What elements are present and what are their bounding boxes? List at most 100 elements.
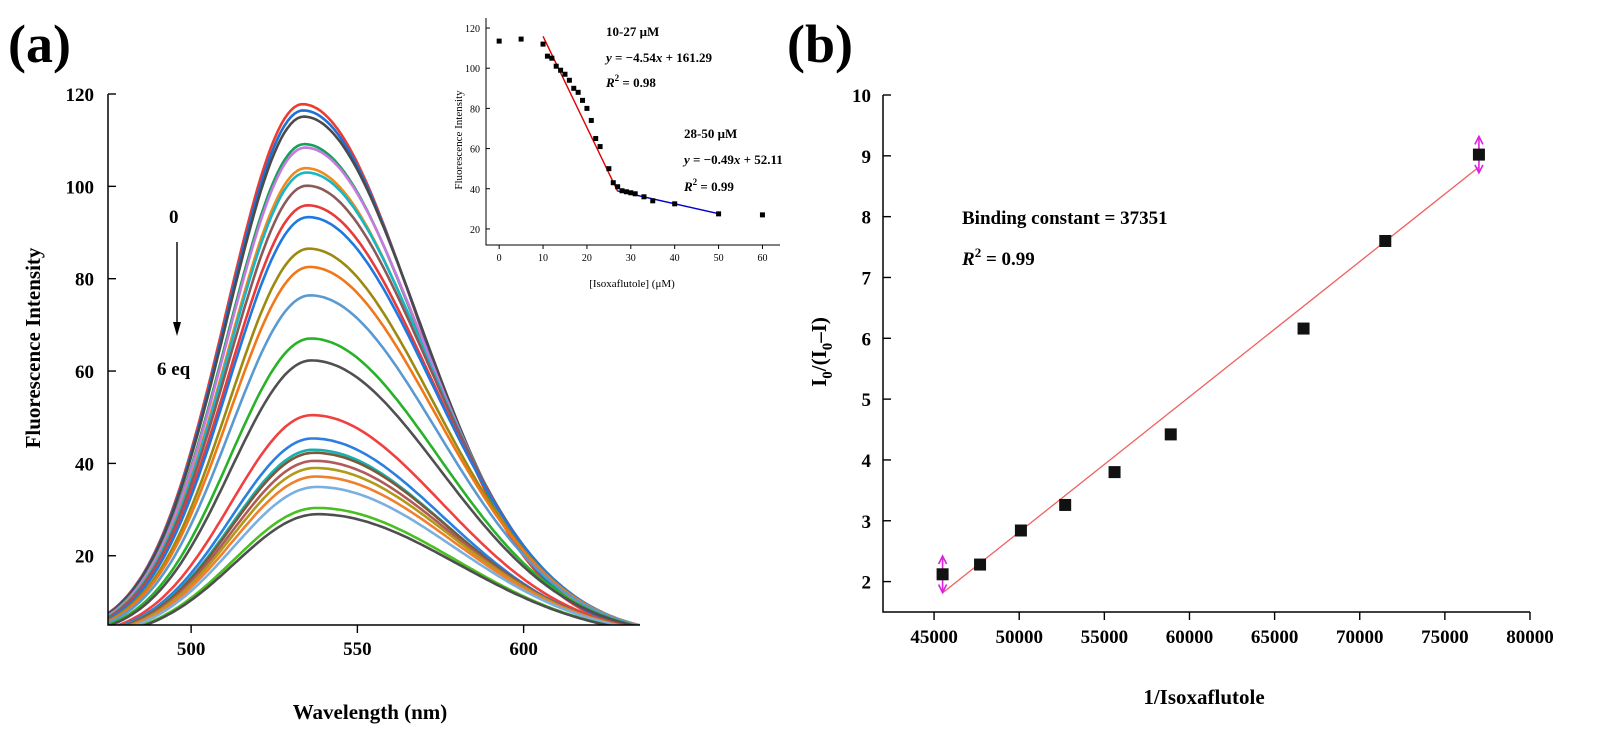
panel-b-axes: [882, 95, 1530, 613]
panel-b-xtick-label: 70000: [1336, 627, 1384, 648]
panel-b-xlabel: 1/Isoxaflutole: [1143, 685, 1264, 709]
spectrum-line: [108, 265, 640, 625]
spectrum-line: [132, 485, 622, 625]
spectrum-line: [108, 337, 639, 625]
panel-a-spectra: [108, 102, 640, 625]
inset-data-point: [650, 198, 656, 204]
panel-b-xtick-label: 55000: [1081, 627, 1129, 648]
panel-b-data-point: [1379, 234, 1392, 247]
panel-a-arrow-head: [173, 322, 181, 336]
inset-data-point: [558, 67, 564, 73]
panel-b-ytick-label: 10: [852, 86, 871, 107]
inset-data-point: [619, 188, 625, 194]
panel-a-x-ticks: 500 550 600: [177, 625, 538, 660]
spectrum-line: [108, 294, 640, 625]
inset-data-point: [672, 201, 678, 207]
inset-data-point: [553, 63, 559, 69]
inset-fit2-equation: y = −0.49x + 52.11: [682, 152, 783, 167]
inset-ytick-label: 40: [470, 185, 480, 196]
inset-data-point: [610, 180, 616, 186]
panel-b-x-ticks: 45000 50000 55000 60000 65000 70000 75000 80000: [910, 612, 1554, 648]
panel-b-ytick-label: 3: [862, 512, 872, 533]
panel-a-xlabel: Wavelength (nm): [293, 700, 448, 724]
panel-a: (a) Fluorescence Intensity Wavelength (n…: [8, 14, 783, 724]
inset-data-point: [606, 166, 612, 172]
inset-data-point: [575, 89, 581, 95]
panel-b-xtick-label: 60000: [1166, 627, 1214, 648]
spectrum-line: [141, 512, 613, 625]
panel-b-y-ticks: 2 3 4 5 6 7 8 9 10: [852, 86, 891, 594]
panel-a-ytick-label: 60: [75, 362, 94, 383]
panel-b-xtick-label: 80000: [1506, 627, 1554, 648]
panel-a-xtick-label: 600: [509, 639, 538, 660]
panel-a-label: (a): [8, 14, 71, 74]
panel-b-data-point: [936, 568, 949, 581]
error-bar-cap-top: [937, 554, 948, 565]
panel-a-plot-area: [108, 102, 640, 625]
inset-data-point: [623, 189, 629, 195]
inset-ytick-label: 120: [465, 24, 480, 35]
panel-b-ytick-label: 2: [862, 573, 872, 594]
spectrum-line: [108, 359, 638, 625]
panel-a-ytick-label: 80: [75, 270, 94, 291]
inset-data-point: [544, 53, 550, 59]
panel-b-data-point: [1297, 322, 1310, 335]
inset-fit2-r2: R2 = 0.99: [683, 177, 734, 194]
panel-b-ylabel: I0/(I0–I): [807, 317, 836, 387]
error-bar-cap-bottom: [1474, 164, 1484, 175]
spectrum-line: [108, 215, 640, 625]
inset-data-point: [518, 36, 524, 42]
inset-data-point: [540, 41, 546, 47]
panel-b-ytick-label: 9: [862, 147, 872, 168]
inset-ytick-label: 80: [470, 104, 480, 115]
inset-xtick-label: 40: [670, 253, 680, 264]
inset-xtick-label: 0: [497, 253, 502, 264]
inset-data-point: [496, 38, 502, 44]
panel-b-ytick-label: 6: [862, 329, 872, 350]
panel-b-data-point: [1472, 148, 1485, 161]
panel-b-data-point: [1108, 466, 1121, 479]
panel-b-xtick-label: 50000: [995, 627, 1043, 648]
inset-data-point: [597, 144, 603, 150]
error-bar-cap-top: [1474, 134, 1484, 145]
inset-points: [496, 36, 765, 218]
inset-fit1-range: 10-27 μM: [606, 24, 659, 39]
inset-fit-line-1: [542, 35, 619, 192]
inset-ytick-label: 60: [470, 145, 480, 156]
panel-a-inset: 20 40 60 80 100 120 0 10 20 30 40 50 60 Fluorescenc…: [453, 18, 783, 290]
inset-fit1-r2: R2 = 0.98: [605, 73, 656, 90]
inset-xtick-label: 20: [582, 253, 592, 264]
panel-b-ytick-label: 4: [862, 451, 872, 472]
inset-fit2-range: 28-50 μM: [684, 126, 737, 141]
panel-b-label: (b): [787, 14, 853, 74]
panel-b-r2: R2 = 0.99: [961, 245, 1035, 270]
inset-xtick-label: 30: [626, 253, 636, 264]
panel-a-ytick-label: 100: [66, 177, 95, 198]
inset-xtick-label: 60: [757, 253, 767, 264]
panel-b-ytick-label: 5: [862, 390, 872, 411]
panel-b: (b) 2 3 4 5 6 7 8 9 10 45000 50000 55000 60000 65000…: [787, 14, 1554, 709]
panel-a-start-label: 0: [169, 207, 179, 228]
panel-b-data-point: [1164, 428, 1177, 441]
inset-data-point: [716, 211, 722, 217]
panel-b-points: [936, 148, 1485, 581]
panel-a-axes: [107, 94, 640, 626]
panel-a-y-ticks: 20 40 60 80 100 120: [66, 85, 116, 568]
error-bar-cap-bottom: [937, 584, 948, 595]
inset-data-point: [588, 117, 594, 123]
spectrum-line: [115, 413, 629, 625]
inset-y-ticks: 20 40 60 80 100 120: [465, 24, 490, 236]
panel-a-ytick-label: 120: [66, 85, 95, 106]
panel-b-error-bars: [937, 134, 1484, 595]
inset-data-point: [759, 212, 765, 218]
panel-b-binding-constant: Binding constant = 37351: [962, 208, 1168, 229]
inset-data-point: [628, 190, 634, 196]
panel-b-xtick-label: 45000: [910, 627, 958, 648]
panel-a-ytick-label: 40: [75, 454, 94, 475]
panel-b-data-point: [974, 558, 987, 571]
panel-b-ytick-label: 7: [862, 268, 872, 289]
inset-data-point: [615, 184, 621, 190]
inset-axes: [485, 18, 780, 246]
inset-data-point: [580, 97, 586, 103]
inset-xlabel: [Isoxaflutole] (μM): [589, 278, 675, 290]
